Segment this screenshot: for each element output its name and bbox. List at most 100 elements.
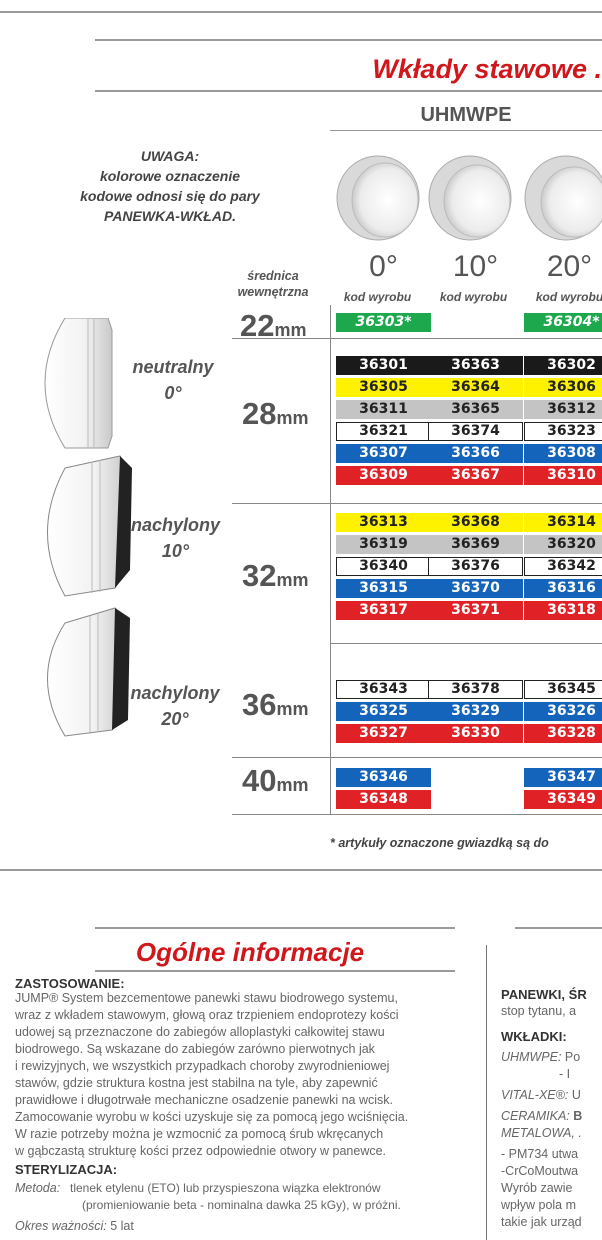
okres-label: Okres ważności: <box>15 1219 107 1233</box>
product-code-cell: 36325 <box>336 702 431 721</box>
text-line: prawidłowe i długotrwałe mechaniczne osa… <box>15 1093 393 1107</box>
diameter-label-line: średnica <box>247 269 299 283</box>
cup-label-name: neutralny <box>132 357 214 377</box>
cup-label-angle: 20° <box>161 709 189 729</box>
size-unit: mm <box>276 570 309 590</box>
product-code-cell: 36340 <box>336 557 431 576</box>
product-code-cell: 36306 <box>524 378 602 397</box>
text-line: W razie potrzeby można je wzmocnić za po… <box>15 1127 384 1141</box>
uhmwpe-value: Po <box>564 1050 581 1064</box>
ceramika-label: CERAMIKA: <box>501 1109 570 1123</box>
text-line: i rewizyjnych, we wszystkich przypadkach… <box>15 1059 390 1073</box>
product-code-cell: 36308 <box>524 444 602 463</box>
metoda-text: tlenek etylenu (ETO) lub przyspieszona w… <box>70 1180 485 1214</box>
cup-label-name: nachylony <box>130 515 221 535</box>
vital-label: VITAL-XE®: <box>501 1088 569 1102</box>
diameter-label-line: wewnętrzna <box>237 285 309 299</box>
text-line: - I <box>559 1067 571 1081</box>
text-line: WKŁADKI: <box>501 1029 567 1044</box>
product-code-cell: 36315 <box>336 579 431 598</box>
product-code-cell: 36313 <box>336 513 431 532</box>
text-line: JUMP® System bezcementowe panewki stawu … <box>15 991 398 1005</box>
vital-value: U <box>571 1088 581 1102</box>
size-unit: mm <box>276 699 309 719</box>
size-22: 22mm <box>240 308 307 344</box>
product-code-cell: 36301 <box>336 356 431 375</box>
text-line: tlenek etylenu (ETO) lub przyspieszona w… <box>70 1181 381 1195</box>
product-code-cell: 36328 <box>524 724 602 743</box>
product-code-cell: 36316 <box>524 579 602 598</box>
text-line: -CrCoMoutwa <box>501 1164 579 1178</box>
cup-label-angle: 10° <box>161 541 190 561</box>
liner-images <box>336 155 602 241</box>
material-label: UHMWPE <box>420 104 512 126</box>
zastosowanie-heading: ZASTOSOWANIE: <box>15 976 125 991</box>
angle-20: 20° <box>546 250 593 283</box>
product-code-cell: 36378 <box>428 680 523 699</box>
product-code-cell: 36374 <box>428 422 523 441</box>
product-code-cell: 36368 <box>428 513 523 532</box>
footnote: * artykuły oznaczone gwiazdką są do <box>330 836 549 850</box>
product-code-cell: 36312 <box>524 400 602 419</box>
uhmwpe-label: UHMWPE: <box>501 1050 562 1064</box>
text-line: wpływ pola m <box>501 1198 577 1212</box>
note-line: kodowe odnosi się do pary <box>80 188 260 204</box>
product-code-cell: 36348 <box>336 790 431 809</box>
product-code-cell: 36346 <box>336 768 431 787</box>
product-code-cell: 36302 <box>524 356 602 375</box>
product-code-cell: 36321 <box>336 422 431 441</box>
product-code-cell: 36327 <box>336 724 431 743</box>
cup-20-image <box>47 607 130 737</box>
table-row-divider <box>232 503 602 504</box>
header-rule-bottom <box>95 90 602 92</box>
product-code-cell: 36365 <box>428 400 523 419</box>
size-40: 40mm <box>242 763 309 799</box>
product-code-cell: 36303* <box>336 313 431 332</box>
text-line: biodrowego. Są wskazane do zabiegów zaró… <box>15 1042 375 1056</box>
product-code-cell: 36320 <box>524 535 602 554</box>
table-row-divider <box>232 338 602 339</box>
angle-10: 10° <box>452 250 499 283</box>
product-code-cell: 36305 <box>336 378 431 397</box>
cup-neutral-image <box>44 318 113 449</box>
product-code-cell: 36326 <box>524 702 602 721</box>
okres-value: 5 lat <box>110 1219 134 1233</box>
product-code-cell: 36345 <box>524 680 602 699</box>
product-code-cell: 36330 <box>428 724 523 743</box>
info-column-divider <box>486 945 487 1240</box>
sterylizacja-heading: STERYLIZACJA: <box>15 1162 118 1177</box>
product-code-cell: 36366 <box>428 444 523 463</box>
text-line: Zamocowanie wyrobu w kości uzyskuje się … <box>15 1110 409 1124</box>
size-num: 32 <box>242 558 277 593</box>
product-code-cell: 36369 <box>428 535 523 554</box>
cup-10-image <box>47 455 132 597</box>
product-code-cell: 36349 <box>524 790 602 809</box>
table-divider-vertical <box>330 305 331 815</box>
okres-row: Okres ważności: 5 lat <box>15 1218 134 1235</box>
text-line: (promieniowanie beta - nominalna dawka 2… <box>82 1198 401 1212</box>
product-code-cell: 36314 <box>524 513 602 532</box>
liner-20-image <box>524 155 602 241</box>
header-rule-top <box>95 39 602 41</box>
size-unit: mm <box>276 408 309 428</box>
product-code-cell: 36317 <box>336 601 431 620</box>
product-code-cell: 36323 <box>524 422 602 441</box>
size-36: 36mm <box>242 687 309 723</box>
top-rule <box>0 11 602 13</box>
cup-label-20: nachylony 20° <box>115 680 235 732</box>
product-code-cell: 36347 <box>524 768 602 787</box>
size-num: 28 <box>242 396 277 431</box>
cup-label-angle: 0° <box>164 383 182 403</box>
ceramika-value: B <box>573 1109 583 1123</box>
product-code-cell: 36370 <box>428 579 523 598</box>
product-code-cell: 36311 <box>336 400 431 419</box>
text-line: PANEWKI, ŚR <box>501 987 587 1002</box>
text-line: w gąbczastą strukturę kości przez odpowi… <box>15 1144 387 1158</box>
material-underline <box>330 130 602 131</box>
diameter-label: średnica wewnętrzna <box>218 268 328 300</box>
metoda-label: Metoda: <box>15 1181 61 1195</box>
product-code-cell: 36376 <box>428 557 523 576</box>
product-code-cell: 36307 <box>336 444 431 463</box>
text-line: stawów, gdzie struktura kostna jest stab… <box>15 1076 378 1090</box>
table-row-divider <box>330 643 602 644</box>
